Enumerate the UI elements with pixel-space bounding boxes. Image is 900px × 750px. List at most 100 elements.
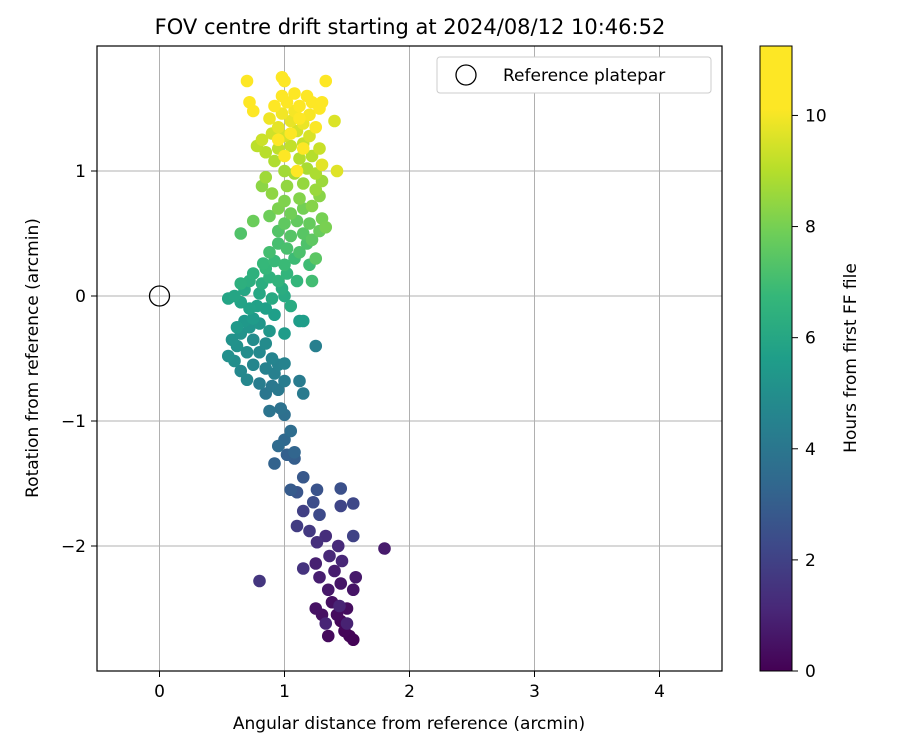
x-tick-label: 0	[154, 682, 165, 702]
scatter-point	[303, 129, 316, 143]
scatter-point	[246, 214, 260, 228]
scatter-point	[278, 164, 291, 178]
scatter-point	[331, 539, 345, 553]
scatter-point	[296, 142, 310, 155]
scatter-point	[346, 497, 360, 510]
scatter-point	[334, 499, 348, 513]
scatter-point	[240, 74, 254, 88]
colorbar-label: Hours from first FF file	[841, 263, 861, 453]
scatter-point	[263, 324, 276, 338]
scatter-point	[300, 89, 314, 103]
scatter-point	[296, 504, 310, 518]
scatter-point	[253, 377, 266, 390]
legend-marker-icon	[455, 64, 477, 86]
scatter-point	[240, 345, 254, 359]
scatter-point	[309, 183, 323, 197]
x-axis-ticks: 0 1 2 3 4	[154, 671, 665, 702]
legend-label: Reference platepar	[503, 66, 665, 86]
colorbar-tick-label: 10	[805, 106, 827, 126]
scatter-point	[288, 445, 301, 459]
data-points	[221, 70, 391, 647]
y-tick-label: −1	[61, 412, 86, 432]
scatter-point	[319, 617, 333, 630]
colorbar-gradient	[759, 45, 793, 672]
scatter-point	[313, 508, 326, 522]
scatter-point	[296, 387, 310, 400]
scatter-point	[268, 457, 281, 470]
scatter-point	[335, 554, 349, 568]
scatter-point	[293, 152, 306, 165]
scatter-point	[309, 339, 323, 353]
scatter-point	[315, 158, 329, 172]
scatter-point	[328, 564, 341, 578]
scatter-point	[296, 177, 310, 190]
scatter-point	[246, 358, 260, 372]
scatter-point	[284, 139, 298, 153]
scatter-point	[306, 495, 320, 509]
scatter-point	[309, 602, 323, 615]
colorbar: 0 2 4 6 8 10 Hours from first FF file	[759, 45, 861, 682]
scatter-point	[234, 364, 248, 378]
scatter-point	[309, 557, 323, 570]
scatter-point	[280, 242, 294, 255]
scatter-point	[280, 179, 294, 193]
scatter-point	[284, 207, 298, 220]
scatter-point	[265, 187, 279, 200]
scatter-point	[284, 229, 298, 243]
y-tick-label: −2	[61, 537, 86, 557]
scatter-point	[265, 292, 279, 305]
scatter-point	[278, 258, 291, 272]
y-axis-ticks: −2 −1 0 1	[61, 162, 97, 557]
scatter-point	[268, 308, 281, 322]
scatter-point	[378, 542, 391, 555]
scatter-point	[296, 314, 310, 328]
scatter-point	[310, 483, 324, 497]
scatter-point	[271, 383, 285, 397]
reference-layer	[148, 285, 171, 307]
scatter-point	[278, 194, 291, 208]
scatter-point	[246, 333, 260, 347]
scatter-point	[284, 424, 298, 438]
scatter-point	[259, 145, 273, 159]
scatter-point	[221, 349, 235, 363]
scatter-point	[274, 402, 288, 415]
scatter-point	[305, 274, 319, 288]
x-tick-label: 4	[654, 682, 665, 702]
scatter-point	[303, 524, 316, 538]
scatter-point	[284, 299, 298, 313]
scatter-point	[259, 170, 273, 184]
scatter-point	[243, 302, 256, 315]
scatter-point	[230, 320, 244, 334]
scatter-point	[259, 337, 273, 350]
scatter-point	[309, 167, 323, 180]
scatter-point	[293, 192, 306, 205]
scatter-point	[296, 227, 310, 240]
scatter-point	[319, 529, 333, 543]
scatter-point	[256, 257, 270, 270]
colorbar-tick-label: 0	[805, 662, 816, 682]
x-tick-label: 2	[404, 682, 415, 702]
scatter-point	[346, 583, 360, 597]
scatter-point	[271, 133, 285, 147]
scatter-point	[271, 120, 285, 134]
scatter-point	[278, 149, 291, 163]
y-axis-label: Rotation from reference (arcmin)	[23, 218, 43, 498]
scatter-point	[321, 629, 335, 643]
scatter-point	[293, 99, 306, 113]
scatter-point	[313, 570, 326, 584]
scatter-point	[253, 345, 266, 359]
scatter-point	[268, 154, 281, 168]
scatter-point	[313, 142, 326, 155]
scatter-point	[275, 70, 289, 84]
x-axis-label: Angular distance from reference (arcmin)	[233, 714, 585, 734]
scatter-point	[271, 439, 285, 453]
legend: Reference platepar	[436, 56, 712, 94]
scatter-point	[290, 274, 304, 288]
scatter-point	[346, 529, 360, 543]
scatter-point	[349, 570, 363, 584]
scatter-point	[323, 549, 336, 563]
colorbar-tick-label: 2	[805, 551, 816, 571]
scatter-point	[263, 404, 276, 418]
scatter-point	[340, 617, 354, 630]
